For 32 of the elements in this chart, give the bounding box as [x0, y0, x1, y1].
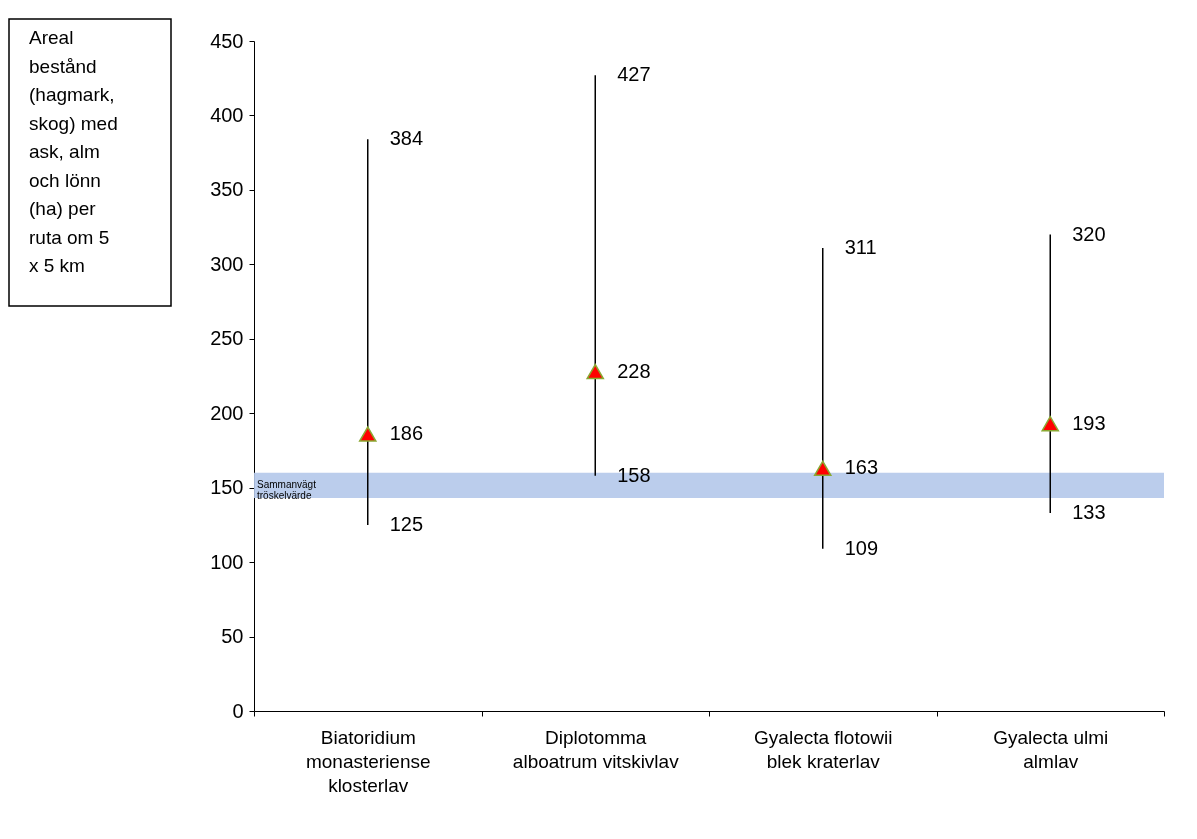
annotation: 320	[1072, 222, 1106, 245]
data-label: 163	[844, 456, 879, 479]
y-tick-label: 450	[210, 29, 244, 52]
y-tick-label: 400	[210, 103, 244, 126]
point	[1041, 415, 1060, 432]
data-label: 193	[1072, 411, 1106, 434]
annotation: 109	[844, 536, 879, 559]
annotation: 427	[617, 63, 651, 86]
annotation: 158	[617, 463, 651, 486]
annotation: 384	[389, 127, 424, 150]
y-tick-label: 350	[210, 178, 244, 201]
y-tick-label: 100	[210, 550, 244, 573]
x-tick-label: Biatoridium monasteriense klosterlav	[305, 726, 431, 796]
y-tick-label: 50	[221, 625, 244, 648]
text: Areal bestånd (hagmark, skog) med ask, alm och lönn (ha) per ruta om 5 x 5 km	[29, 27, 118, 276]
band-label: Sammanvägt tröskelvärde	[257, 479, 317, 502]
y-tick-label: 0	[232, 699, 244, 722]
point	[586, 363, 605, 380]
y-tick-label: 300	[210, 252, 244, 275]
point	[358, 426, 377, 442]
data-label: 186	[389, 422, 424, 445]
annotation: 311	[844, 235, 877, 258]
data-label: 228	[617, 359, 651, 382]
annotation: 125	[389, 512, 424, 535]
annotation: 133	[1072, 500, 1106, 523]
y-tick-label: 150	[210, 476, 244, 499]
x-tick-label: Gyalecta flotowii blek kraterlav	[754, 726, 893, 772]
x-tick-label: Diplotomma alboatrum vitskivlav	[512, 726, 680, 772]
y-tick-label: 250	[210, 327, 244, 350]
y-tick-label: 200	[210, 401, 244, 424]
x-tick-label: Gyalecta ulmi almlav	[993, 726, 1109, 772]
point	[813, 460, 832, 477]
